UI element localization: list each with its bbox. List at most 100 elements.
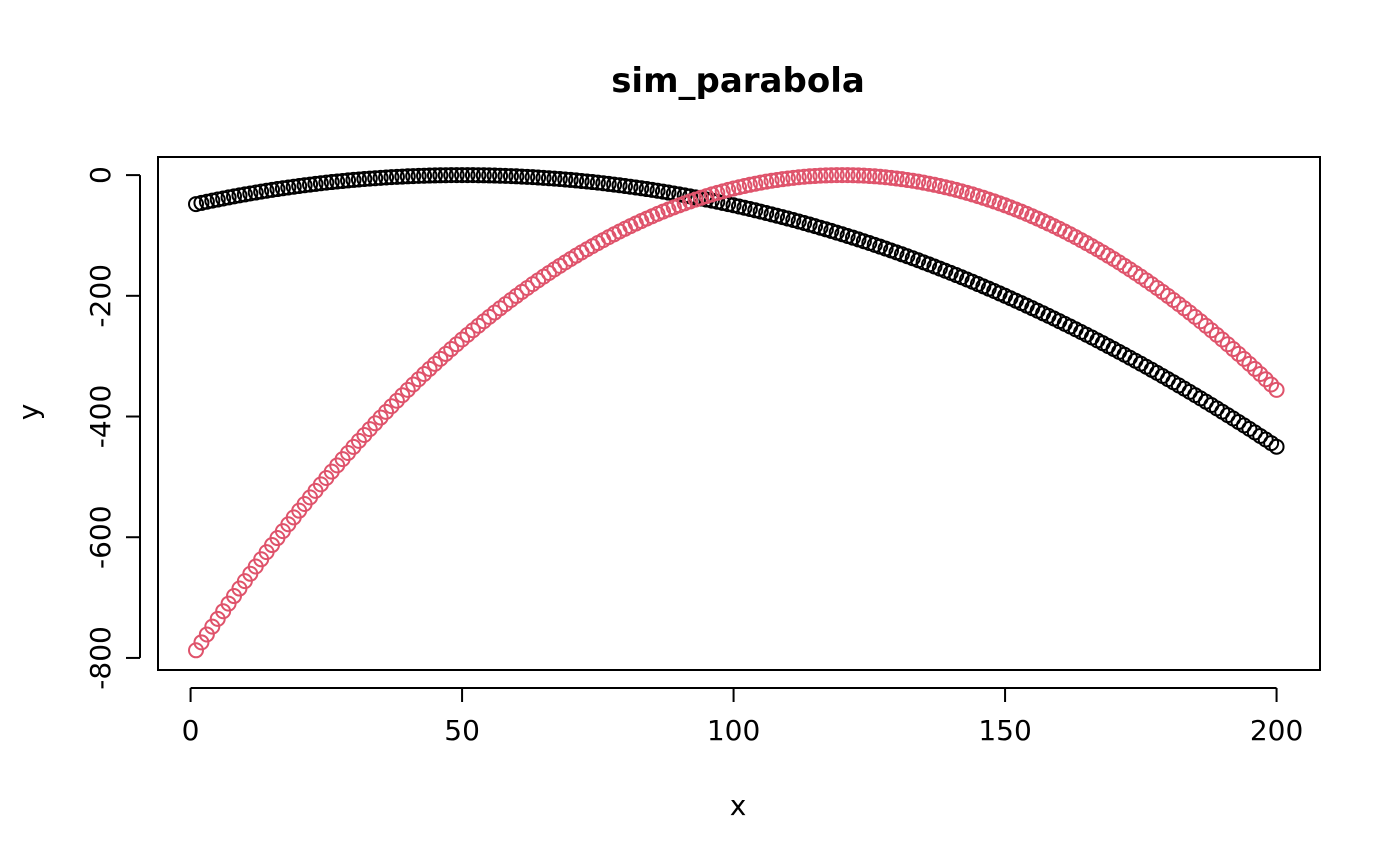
data-point: [253, 183, 270, 200]
data-point: [443, 167, 460, 184]
series-2: [188, 167, 1285, 659]
data-point: [350, 171, 367, 188]
y-tick-label: -600: [84, 505, 117, 569]
data-point: [502, 168, 519, 185]
data-point: [877, 169, 894, 186]
data-point: [437, 345, 454, 362]
data-point: [242, 185, 259, 202]
data-point: [464, 322, 481, 339]
data-point: [899, 171, 916, 188]
data-point: [405, 376, 422, 393]
data-point: [394, 387, 411, 404]
data-point: [372, 169, 389, 186]
data-point: [193, 634, 210, 651]
data-point: [410, 167, 427, 184]
data-point: [622, 178, 639, 195]
data-point: [850, 167, 867, 184]
data-point: [915, 174, 932, 191]
data-point: [280, 179, 297, 196]
x-tick-label: 200: [1250, 714, 1303, 747]
data-point: [464, 167, 481, 184]
data-point: [519, 168, 536, 185]
data-point: [340, 172, 357, 189]
data-point: [421, 167, 438, 184]
data-point: [226, 188, 243, 205]
data-point: [513, 168, 530, 185]
data-point: [426, 355, 443, 372]
data-point: [209, 191, 226, 208]
data-point: [584, 174, 601, 191]
data-point: [334, 172, 351, 189]
data-point: [361, 170, 378, 187]
data-point: [540, 170, 557, 187]
data-point: [769, 171, 786, 188]
data-point: [388, 392, 405, 409]
data-point: [215, 190, 232, 207]
data-point: [508, 168, 525, 185]
data-point: [589, 174, 606, 191]
data-point: [861, 167, 878, 184]
y-tick-label: 0: [84, 166, 117, 184]
data-point: [448, 336, 465, 353]
data-point: [394, 168, 411, 185]
data-point: [551, 171, 568, 188]
data-point: [1230, 345, 1247, 362]
data-point: [198, 193, 215, 210]
data-point: [475, 167, 492, 184]
data-point: [1268, 381, 1285, 398]
data-point: [600, 175, 617, 192]
data-point: [399, 168, 416, 185]
data-point: [758, 173, 775, 190]
y-axis: 0 -200 -400 -600 -800: [84, 166, 141, 690]
data-point: [470, 317, 487, 334]
data-point: [258, 182, 275, 199]
data-point: [492, 167, 509, 184]
data-point: [817, 167, 834, 184]
data-point: [1214, 331, 1231, 348]
data-point: [405, 168, 422, 185]
data-point: [356, 171, 373, 188]
data-point: [432, 167, 449, 184]
data-point: [801, 168, 818, 185]
data-point: [264, 181, 281, 198]
data-point: [378, 169, 395, 186]
data-point: [812, 167, 829, 184]
data-point: [285, 178, 302, 195]
data-point: [367, 415, 384, 432]
data-point: [1268, 438, 1285, 455]
x-tick-label: 50: [444, 714, 480, 747]
data-point: [291, 177, 308, 194]
data-point: [796, 168, 813, 185]
data-point: [318, 174, 335, 191]
data-point: [779, 170, 796, 187]
data-point: [220, 189, 237, 206]
data-point: [399, 381, 416, 398]
data-point: [535, 169, 552, 186]
x-axis-label: x: [730, 789, 747, 822]
data-point: [367, 170, 384, 187]
data-point: [752, 174, 769, 191]
x-axis: 0 50 100 150 200: [182, 687, 1303, 747]
data-point: [834, 167, 851, 184]
data-point: [747, 175, 764, 192]
data-point: [1241, 355, 1258, 372]
data-point: [872, 168, 889, 185]
data-point: [578, 173, 595, 190]
data-point: [595, 175, 612, 192]
data-point: [323, 174, 340, 191]
data-point: [807, 167, 824, 184]
data-point: [660, 184, 677, 201]
data-point: [893, 171, 910, 188]
data-point: [606, 176, 623, 193]
data-point: [910, 173, 927, 190]
data-point: [383, 169, 400, 186]
data-point: [633, 180, 650, 197]
data-point: [866, 168, 883, 185]
data-point: [231, 187, 248, 204]
data-point: [855, 167, 872, 184]
data-point: [454, 167, 471, 184]
y-axis-label: y: [12, 404, 45, 421]
data-point: [388, 168, 405, 185]
y-tick-label: -200: [84, 264, 117, 328]
